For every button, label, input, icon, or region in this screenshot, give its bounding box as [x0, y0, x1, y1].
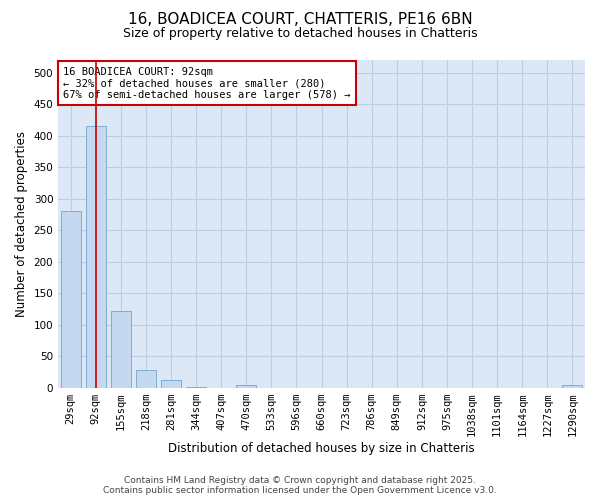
- X-axis label: Distribution of detached houses by size in Chatteris: Distribution of detached houses by size …: [168, 442, 475, 455]
- Text: 16 BOADICEA COURT: 92sqm
← 32% of detached houses are smaller (280)
67% of semi-: 16 BOADICEA COURT: 92sqm ← 32% of detach…: [64, 66, 351, 100]
- Bar: [236, 386, 256, 388]
- Bar: [86, 126, 106, 388]
- Bar: [61, 212, 81, 388]
- Text: Contains HM Land Registry data © Crown copyright and database right 2025.
Contai: Contains HM Land Registry data © Crown c…: [103, 476, 497, 495]
- Bar: [111, 311, 131, 388]
- Bar: [161, 380, 181, 388]
- Text: 16, BOADICEA COURT, CHATTERIS, PE16 6BN: 16, BOADICEA COURT, CHATTERIS, PE16 6BN: [128, 12, 472, 28]
- Bar: [186, 386, 206, 388]
- Y-axis label: Number of detached properties: Number of detached properties: [15, 131, 28, 317]
- Bar: [562, 386, 583, 388]
- Text: Size of property relative to detached houses in Chatteris: Size of property relative to detached ho…: [122, 28, 478, 40]
- Bar: [136, 370, 156, 388]
